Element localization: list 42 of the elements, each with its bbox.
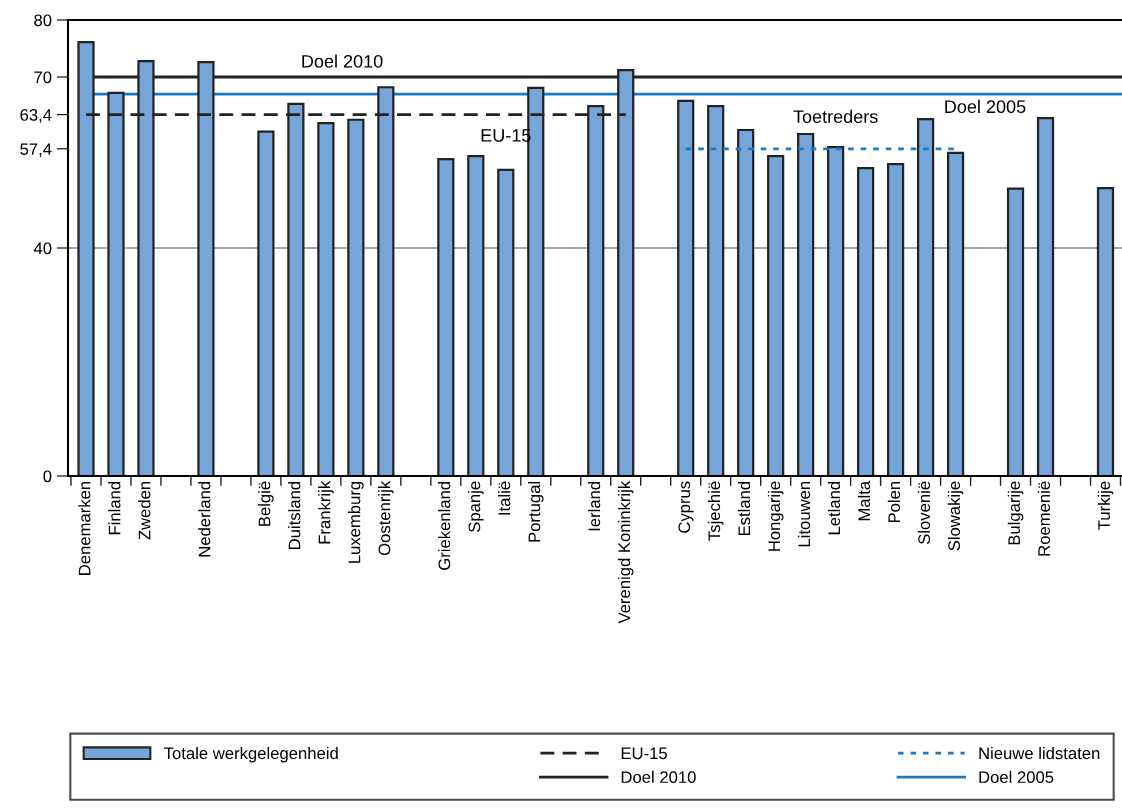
x-tick-label: Griekenland bbox=[438, 481, 451, 570]
x-tick-label: Roemenië bbox=[1037, 481, 1051, 556]
x-tick-label: Zweden bbox=[138, 481, 151, 540]
x-tick-label: Italië bbox=[498, 481, 511, 515]
legend-label: Nieuwe lidstaten bbox=[979, 746, 1100, 760]
x-tick-label: Oostenrijk bbox=[378, 480, 394, 556]
x-tick-label: Malta bbox=[857, 480, 871, 521]
x-tick-label: Duitsland bbox=[288, 481, 301, 549]
x-tick-label: Hongarije bbox=[767, 481, 784, 551]
x-tick-label: Letland bbox=[827, 481, 841, 535]
x-tick-label: Polen bbox=[887, 481, 901, 523]
y-tick-label: 57,4 bbox=[20, 143, 52, 157]
x-tick-label: Finland bbox=[108, 481, 121, 535]
x-tick-label: Denemarken bbox=[78, 481, 91, 575]
legend-label: Doel 2010 bbox=[621, 770, 696, 784]
x-tick-label: Ierland bbox=[587, 481, 601, 531]
x-tick-label: Spanje bbox=[468, 481, 484, 532]
text: Doel 2010 bbox=[302, 54, 383, 68]
legend-label: Totale werkgelegenheid bbox=[164, 746, 338, 763]
y-tick-label: 70 bbox=[34, 71, 52, 84]
x-tick-label: Portugal bbox=[528, 481, 544, 542]
x-tick-label: Slovenië bbox=[917, 481, 931, 545]
x-tick-label: Slowakije bbox=[947, 481, 964, 551]
x-tick-label: Verenigd Koninkrijk bbox=[617, 480, 634, 624]
x-tick-label: België bbox=[258, 481, 274, 526]
x-tick-label: Cyprus bbox=[678, 481, 694, 533]
x-tick-label: Luxemburg bbox=[348, 481, 364, 563]
x-tick-label: Tsjechië bbox=[707, 481, 724, 541]
annotation: Toetreders bbox=[793, 109, 878, 124]
legend-label: EU-15 bbox=[621, 747, 667, 760]
y-tick-label: 0 bbox=[43, 470, 52, 483]
x-tick-label: Turkije bbox=[1097, 481, 1114, 530]
y-tick-label: 63,4 bbox=[20, 109, 52, 123]
x-tick-label: Nederland bbox=[198, 481, 211, 557]
text: Doel 2005 bbox=[979, 770, 1054, 784]
y-tick-label: 40 bbox=[33, 242, 52, 255]
x-tick-label: Frankrijk bbox=[318, 480, 334, 544]
x-tick-label: Litouwen bbox=[797, 481, 811, 547]
x-tick-label: Bulgarije bbox=[1007, 481, 1024, 545]
y-tick-label: 80 bbox=[34, 14, 52, 27]
x-tick-label: Estland bbox=[737, 481, 751, 536]
ref-line-label: Doel 2005 bbox=[945, 99, 1026, 114]
